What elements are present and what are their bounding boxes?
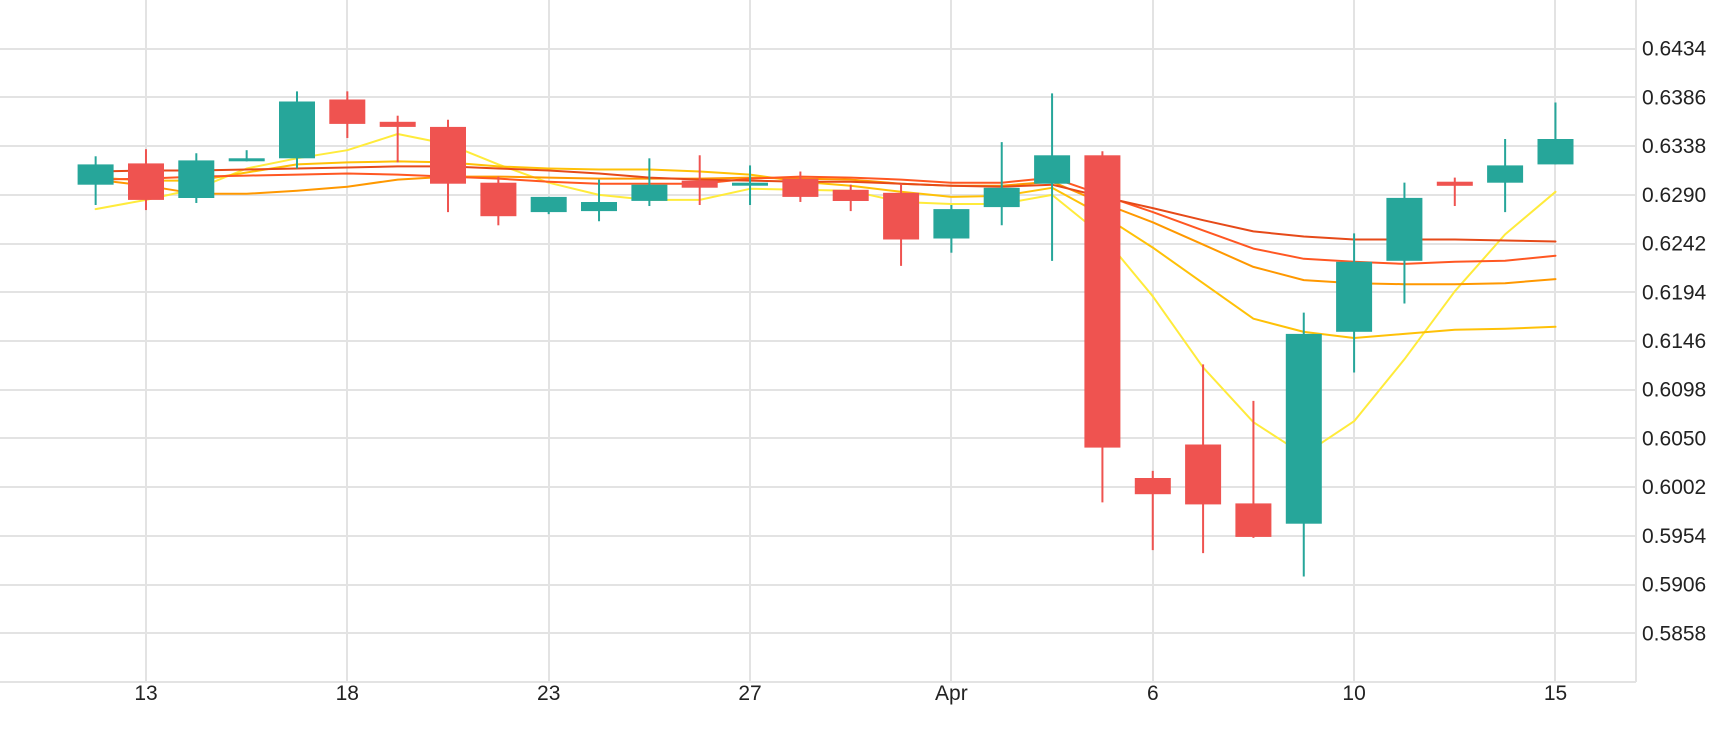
candle-body (1084, 155, 1121, 448)
moving-average-lines (94, 133, 1557, 456)
candle-body (379, 121, 416, 127)
candle-body (178, 160, 215, 198)
y-tick-label: 0.6146 (1642, 330, 1706, 353)
candle-body (1386, 197, 1423, 261)
y-axis: 0.6434 0.6386 0.6338 0.6290 0.6242 0.6194 0.61… (1642, 38, 1707, 646)
y-tick-label: 0.6290 (1642, 184, 1706, 207)
y-tick-label: 0.6338 (1642, 135, 1706, 158)
moving-average-line-4 (94, 172, 1557, 265)
candle-up (1537, 102, 1574, 165)
y-tick-label: 0.5906 (1642, 574, 1706, 597)
candle-body (430, 126, 466, 184)
candle-down (480, 176, 517, 226)
candle-up (1034, 93, 1071, 261)
y-tick-label: 0.6194 (1642, 281, 1707, 304)
candle-up (77, 156, 114, 206)
moving-average-line-3 (94, 175, 1557, 286)
candle-down (681, 155, 718, 206)
candle-body (329, 99, 366, 124)
candle-up (1487, 139, 1524, 213)
candle-up (178, 153, 215, 203)
candle-down (1235, 400, 1272, 538)
y-tick-label: 0.6242 (1642, 233, 1706, 256)
candle-body (983, 187, 1020, 208)
candle-down (832, 184, 869, 212)
candle-body (1487, 165, 1524, 183)
y-tick-label: 0.6386 (1642, 86, 1706, 109)
candle-down (329, 91, 366, 139)
candle-body (128, 163, 164, 200)
candle-up (933, 205, 970, 253)
candle-body (1336, 261, 1373, 332)
x-tick-label: 18 (336, 682, 359, 705)
x-tick-label: 27 (738, 682, 761, 705)
candle-up (1336, 233, 1373, 373)
candle-body (883, 192, 920, 240)
candle-down (128, 149, 164, 211)
candle-body (581, 202, 617, 212)
x-tick-label: 6 (1147, 682, 1159, 705)
candle-body (1436, 181, 1473, 186)
x-axis: 13 18 23 27 Apr 6 10 15 (134, 682, 1567, 705)
y-tick-label: 0.6050 (1642, 427, 1706, 450)
y-tick-label: 0.6098 (1642, 379, 1706, 402)
candle-body (1134, 478, 1171, 495)
candle-up (581, 179, 617, 222)
candles (77, 91, 1574, 577)
candle-up (983, 142, 1020, 226)
candle-down (883, 183, 920, 266)
candle-body (77, 164, 114, 185)
y-tick-label: 0.5954 (1642, 525, 1707, 548)
candle-up (1386, 182, 1423, 304)
candle-body (480, 182, 517, 217)
candle-body (1034, 155, 1071, 184)
candle-down (379, 115, 416, 163)
candle-body (1235, 503, 1272, 537)
candle-up (228, 150, 265, 162)
candle-body (530, 196, 567, 213)
x-tick-label: 10 (1342, 682, 1365, 705)
candle-up (279, 91, 315, 169)
y-tick-label: 0.6002 (1642, 476, 1706, 499)
candle-body (782, 178, 819, 197)
candle-body (1537, 139, 1574, 165)
candle-down (1134, 470, 1171, 551)
candle-down (1185, 364, 1222, 554)
moving-average-line-5 (94, 165, 1557, 243)
candle-up (1285, 312, 1322, 577)
candle-body (228, 158, 265, 162)
candle-down (430, 119, 466, 213)
candle-up (732, 165, 768, 206)
candle-down (1084, 151, 1121, 503)
x-tick-label: 23 (537, 682, 560, 705)
candle-down (782, 171, 819, 202)
candle-body (279, 101, 315, 159)
candle-body (681, 180, 718, 188)
candle-body (1285, 333, 1322, 524)
grid (0, 0, 1637, 683)
candle-down (1436, 177, 1473, 207)
x-tick-label: Apr (935, 682, 968, 705)
candle-body (1185, 444, 1222, 505)
candle-body (631, 184, 668, 201)
candle-body (933, 209, 970, 239)
candle-body (832, 189, 869, 201)
x-tick-label: 15 (1544, 682, 1567, 705)
moving-average-line-2 (94, 160, 1557, 339)
candle-body (732, 182, 768, 186)
candle-up (530, 196, 567, 215)
y-tick-label: 0.5858 (1642, 622, 1706, 645)
y-tick-label: 0.6434 (1642, 38, 1707, 61)
x-tick-label: 13 (134, 682, 157, 705)
candle-up (631, 158, 668, 207)
